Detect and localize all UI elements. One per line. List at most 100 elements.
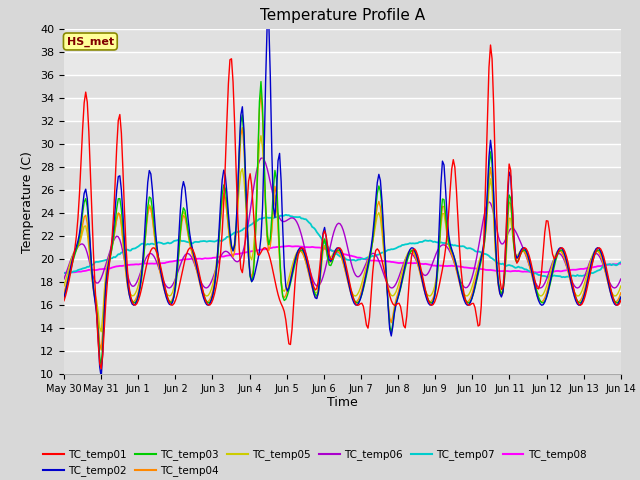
TC_temp06 [254,163,262,168]
TC_temp07 [617,260,625,265]
TC_temp06 [129,283,136,289]
TC_temp02 [97,374,105,380]
Bar [64,305,621,328]
TC_temp02 [60,294,68,300]
TC_temp08 [60,270,68,276]
Legend: TC_temp01, TC_temp02, TC_temp03, TC_temp04, TC_temp05, TC_temp06, TC_temp07, TC_: TC_temp01, TC_temp02, TC_temp03, TC_temp… [38,445,591,480]
TC_temp03 [257,79,265,84]
Bar [64,236,621,259]
TC_temp06 [617,276,625,282]
Bar [64,98,621,121]
Line: TC_temp02: TC_temp02 [64,20,621,377]
Line: TC_temp03: TC_temp03 [64,82,621,366]
TC_temp03 [589,257,596,263]
TC_temp05 [246,253,254,259]
TC_temp02 [130,302,138,308]
TC_temp04 [589,254,596,260]
TC_temp02 [255,249,263,254]
TC_temp06 [226,252,234,257]
Bar [64,167,621,190]
Line: TC_temp01: TC_temp01 [64,45,621,369]
TC_temp05 [617,283,625,289]
Line: TC_temp04: TC_temp04 [64,92,621,350]
Line: TC_temp08: TC_temp08 [64,246,621,273]
TC_temp07 [589,270,596,276]
TC_temp08 [254,248,262,253]
TC_temp05 [60,283,68,289]
TC_temp05 [130,293,138,299]
TC_temp08 [226,252,234,258]
TC_temp03 [255,98,263,104]
TC_temp08 [244,249,252,254]
TC_temp03 [97,363,105,369]
TC_temp03 [60,294,68,300]
TC_temp08 [617,261,625,267]
Bar [64,328,621,351]
TC_temp06 [573,285,581,291]
TC_temp03 [246,274,254,280]
TC_temp04 [130,299,138,304]
TC_temp01 [486,42,494,48]
TC_temp04 [617,290,625,296]
Bar [64,75,621,98]
TC_temp07 [226,233,234,239]
TC_temp06 [60,276,68,282]
TC_temp03 [228,244,236,250]
TC_temp02 [589,254,596,260]
TC_temp06 [589,253,596,259]
TC_temp07 [305,220,313,226]
TC_temp01 [589,258,596,264]
TC_temp05 [228,245,236,251]
Bar [64,121,621,144]
TC_temp01 [255,252,263,258]
TC_temp03 [130,300,138,306]
TC_temp04 [228,250,236,256]
TC_temp07 [544,275,552,280]
TC_temp01 [617,298,625,303]
TC_temp04 [307,279,314,285]
TC_temp07 [129,246,136,252]
TC_temp04 [246,270,254,276]
TC_temp08 [129,262,136,267]
TC_temp01 [130,302,138,308]
TC_temp07 [244,223,252,229]
Text: HS_met: HS_met [67,36,114,47]
TC_temp05 [589,252,596,257]
Title: Temperature Profile A: Temperature Profile A [260,9,425,24]
TC_temp06 [305,264,313,270]
TC_temp02 [307,276,314,282]
TC_temp01 [228,56,236,61]
TC_temp06 [259,155,266,161]
TC_temp02 [246,273,254,278]
Bar [64,259,621,282]
TC_temp04 [97,347,105,353]
TC_temp03 [307,274,314,279]
TC_temp02 [265,17,273,23]
TC_temp07 [282,212,290,217]
TC_temp04 [257,89,265,95]
Bar [64,282,621,305]
Y-axis label: Temperature (C): Temperature (C) [22,151,35,252]
Bar [64,190,621,213]
Bar [64,213,621,236]
Line: TC_temp06: TC_temp06 [64,158,621,288]
TC_temp07 [60,270,68,276]
TC_temp04 [60,290,68,296]
TC_temp02 [228,243,236,249]
TC_temp05 [255,142,263,147]
Bar [64,144,621,167]
TC_temp05 [307,277,314,283]
TC_temp06 [244,219,252,225]
TC_temp08 [588,264,595,270]
TC_temp07 [254,217,262,223]
TC_temp05 [97,329,105,335]
X-axis label: Time: Time [327,396,358,408]
Line: TC_temp05: TC_temp05 [64,136,621,332]
Bar [64,52,621,75]
TC_temp08 [285,243,292,249]
Bar [64,29,621,52]
TC_temp01 [97,366,105,372]
TC_temp01 [246,171,254,177]
TC_temp01 [305,264,313,269]
Bar [64,351,621,374]
